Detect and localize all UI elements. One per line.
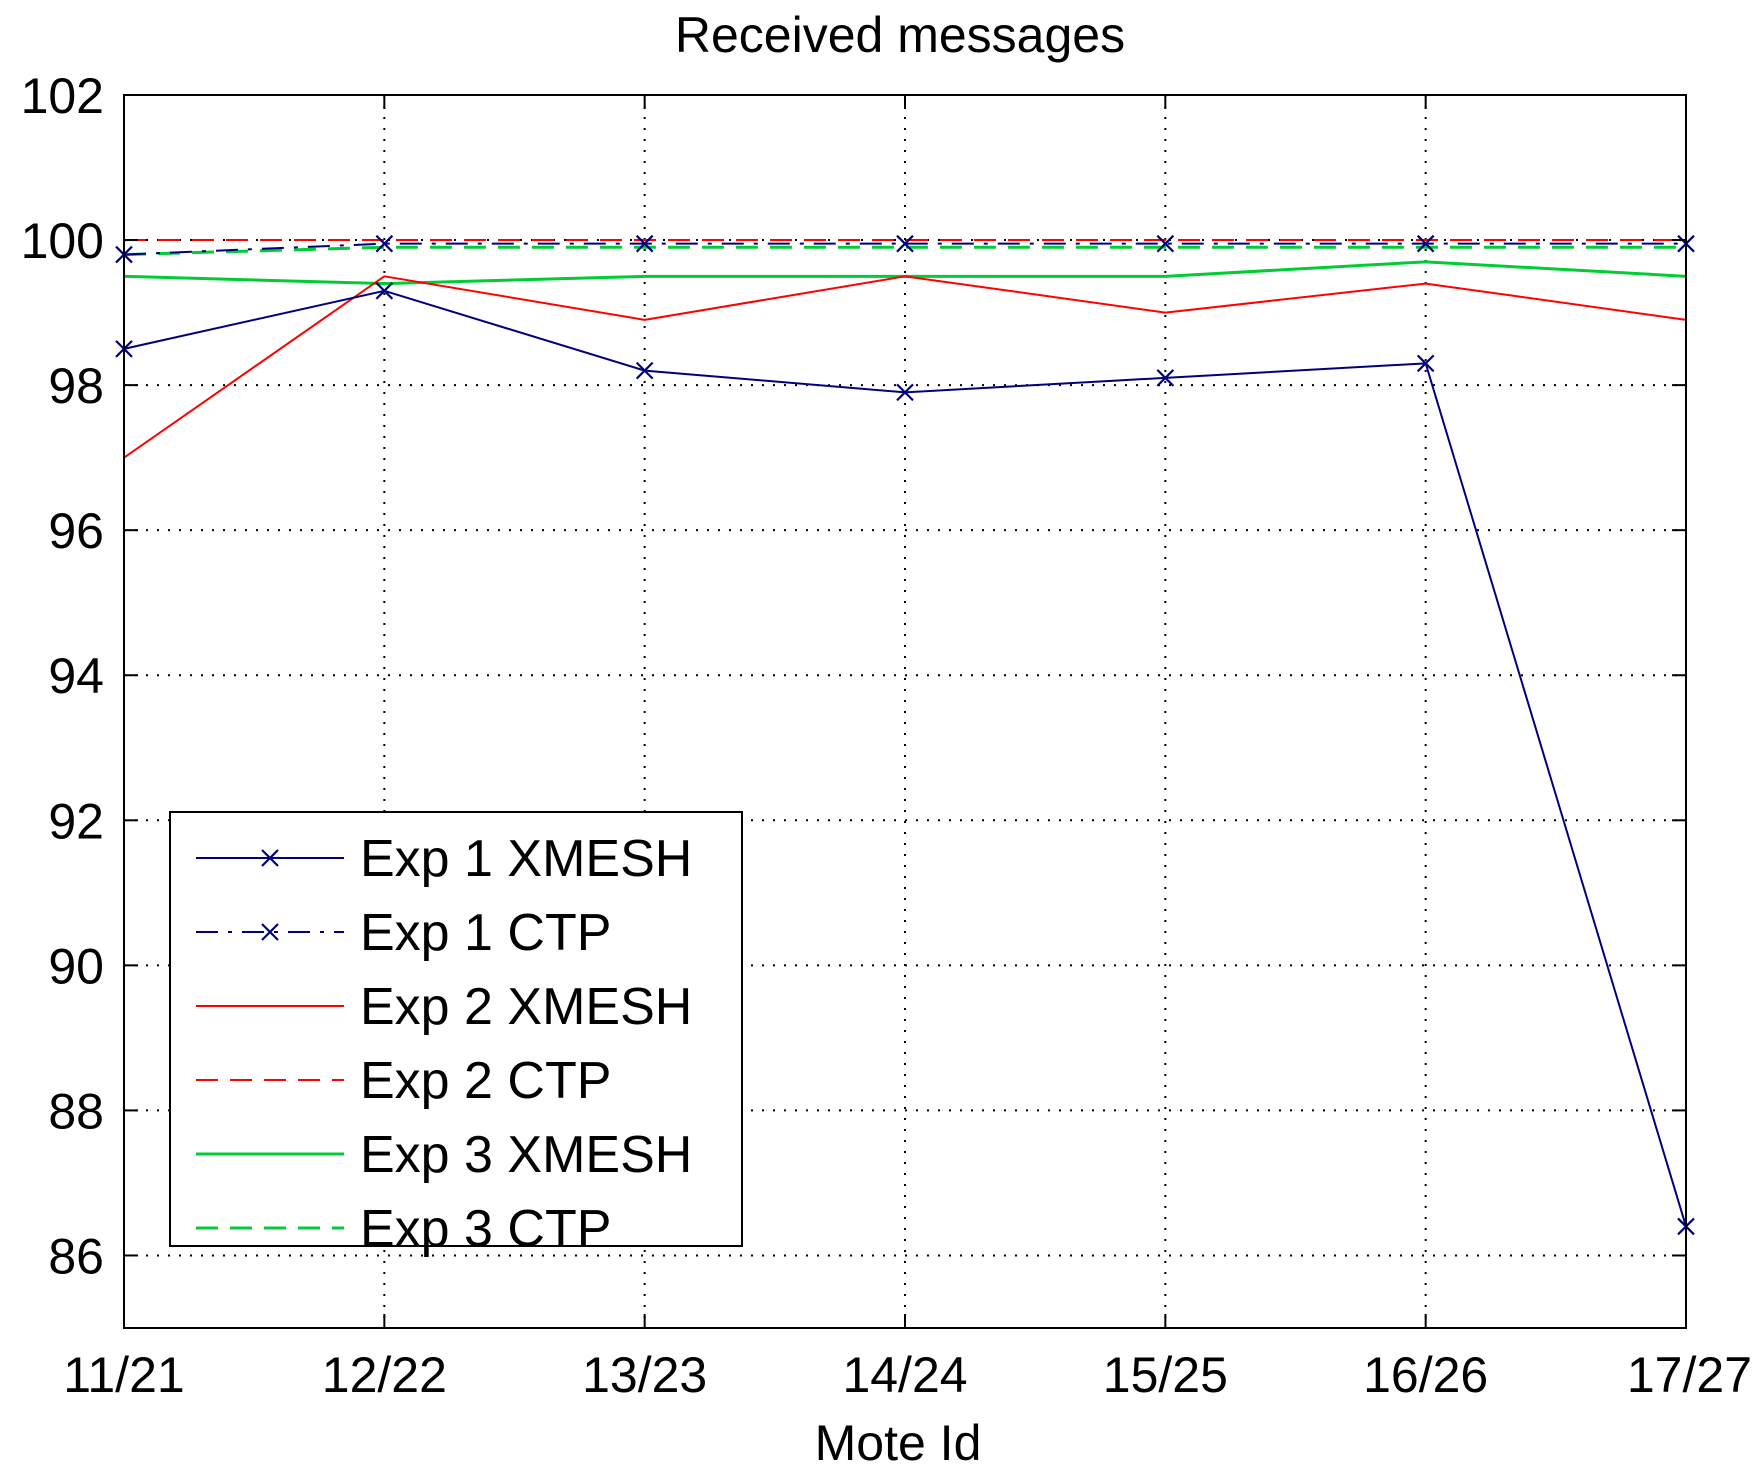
series-line [123,245,1686,257]
data-point-marker [1156,369,1175,387]
data-point-marker [261,849,279,867]
legend-label: Exp 3 XMESH [360,1126,692,1184]
x-tick-label: 17/27 [1627,1347,1752,1403]
data-point-marker [635,234,654,253]
series-group [115,234,1695,1236]
data-point-marker [261,923,279,941]
x-tick-label: 12/22 [322,1347,447,1403]
legend: Exp 1 XMESH Exp 1 CTP Exp 2 XMESH Exp 2 CTP… [169,811,743,1258]
data-point-marker [1156,234,1175,253]
data-point-marker [1416,234,1435,253]
legend-entry: Exp 3 CTP [196,1200,611,1258]
y-tick-label: 94 [48,648,104,704]
x-tick-label: 14/24 [842,1347,967,1403]
chart-title: Received messages [675,7,1125,63]
x-tick-label: 11/21 [63,1347,184,1403]
legend-entry: Exp 1 CTP [196,904,611,962]
data-point-marker [375,282,394,300]
x-axis-title: Mote Id [815,1415,982,1470]
legend-entry: Exp 2 XMESH [196,978,692,1036]
legend-box [169,811,743,1247]
data-point-marker [375,234,394,253]
series-exp-2-xmesh [123,275,1687,459]
legend-entry: Exp 1 XMESH [196,830,692,888]
y-tick-label: 90 [48,938,104,994]
legend-label: Exp 1 XMESH [360,830,692,888]
y-tick-label: 92 [48,793,104,849]
legend-entry: Exp 2 CTP [196,1052,611,1110]
x-tick-label: 13/23 [582,1347,707,1403]
legend-label: Exp 3 CTP [360,1200,611,1258]
data-point-marker [1416,354,1435,373]
data-point-marker [635,361,654,380]
data-point-marker [896,383,914,402]
data-point-marker [896,234,914,253]
series-exp-3-ctp [123,245,1686,257]
grid [124,95,1686,1328]
legend-entry: Exp 3 XMESH [196,1126,692,1184]
legend-label: Exp 2 CTP [360,1052,611,1110]
y-tick-label: 88 [48,1083,104,1139]
x-tick-label: 15/25 [1103,1347,1228,1403]
x-tick-label: 16/26 [1363,1347,1488,1403]
y-tick-label: 100 [21,213,104,269]
y-tick-label: 98 [48,358,104,414]
series-line [123,275,1687,459]
y-tick-label: 86 [48,1228,104,1284]
legend-label: Exp 2 XMESH [360,978,692,1036]
y-tick-label: 102 [21,68,104,124]
y-tick-label: 96 [48,503,104,559]
axes: 86 88 90 92 94 96 98 100 102 11/21 12/22 13/23 14/24… [21,68,1752,1403]
legend-label: Exp 1 CTP [360,904,611,962]
